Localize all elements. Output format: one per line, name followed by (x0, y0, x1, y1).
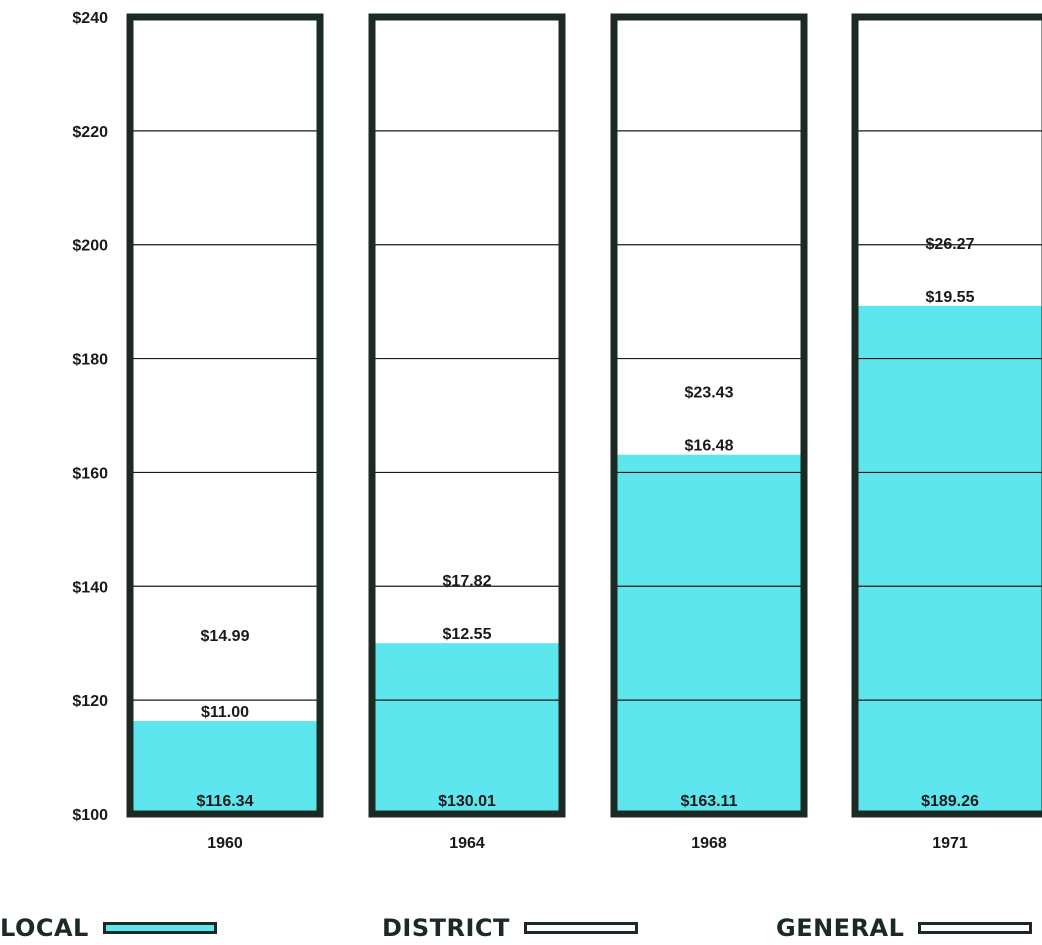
legend-swatch-local (102, 922, 217, 934)
y-tick-label: $240 (72, 10, 108, 27)
legend-general: GENERAL (776, 914, 1033, 942)
legend-local: LOCAL (0, 914, 217, 942)
y-tick-label: $120 (72, 693, 108, 710)
y-tick-label: $140 (72, 579, 108, 596)
bar-frame (851, 13, 1042, 818)
bar-frame (610, 13, 808, 818)
bar-label-district: $11.00 (201, 704, 249, 721)
x-category-label: 1964 (449, 835, 485, 852)
bar-label-district: $12.55 (443, 626, 492, 643)
y-tick-label: $160 (72, 465, 108, 482)
bar-label-local: $189.26 (921, 793, 979, 810)
bar-label-district: $19.55 (926, 289, 975, 306)
x-category-label: 1971 (932, 835, 968, 852)
bar-label-general: $14.99 (201, 628, 250, 645)
bar-frame (368, 13, 566, 818)
y-tick-label: $100 (72, 807, 108, 824)
stacked-bar-chart: $100 $120 $140 $160 $180 $200 $220 $240 $116.34 $… (72, 10, 1042, 852)
bar-segment-local (375, 643, 559, 814)
bar-segment-local (858, 305, 1042, 814)
y-tick-label: $180 (72, 352, 108, 369)
bar-label-local: $116.34 (197, 793, 254, 810)
y-tick-label: $200 (72, 238, 108, 255)
bar-frame (126, 13, 324, 818)
legend-label-general: GENERAL (776, 914, 905, 942)
bar-label-local: $163.11 (681, 793, 738, 810)
legend-district: DISTRICT (382, 914, 638, 942)
bar-label-district: $16.48 (685, 438, 734, 455)
bar-label-general: $23.43 (685, 385, 734, 402)
bar-segment-local (133, 720, 317, 814)
bar-label-local: $130.01 (438, 793, 496, 810)
bar-label-general: $26.27 (926, 236, 975, 253)
x-category-label: 1960 (207, 835, 243, 852)
legend-swatch-general (918, 922, 1033, 934)
bar-segment-local (617, 454, 801, 814)
legend-swatch-district (523, 922, 638, 934)
bar-background (130, 17, 320, 814)
legend-label-district: DISTRICT (382, 914, 510, 942)
bar-label-general: $17.82 (443, 573, 492, 590)
y-tick-label: $220 (72, 124, 108, 141)
legend-label-local: LOCAL (0, 914, 89, 942)
x-category-label: 1968 (691, 835, 727, 852)
